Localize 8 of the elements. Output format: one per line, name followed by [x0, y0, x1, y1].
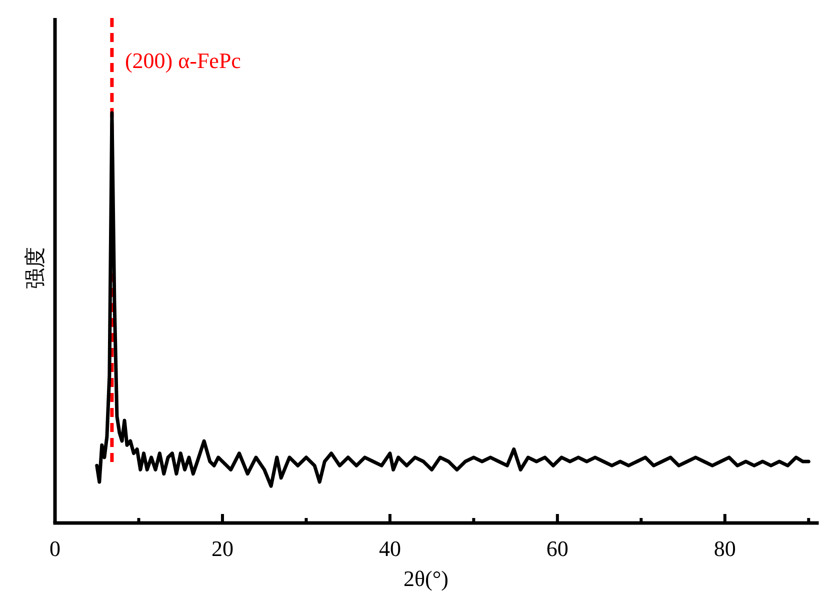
- x-tick-label: 80: [714, 536, 736, 561]
- x-tick-label: 60: [546, 536, 568, 561]
- ref-line-label: (200) α-FePc: [124, 48, 242, 73]
- y-axis-title: 强度: [23, 247, 47, 289]
- x-tick-label: 0: [50, 536, 60, 561]
- x-tick-label: 20: [211, 536, 234, 561]
- x-tick-label: 40: [378, 536, 401, 561]
- x-axis-title: 2θ(°): [404, 566, 448, 591]
